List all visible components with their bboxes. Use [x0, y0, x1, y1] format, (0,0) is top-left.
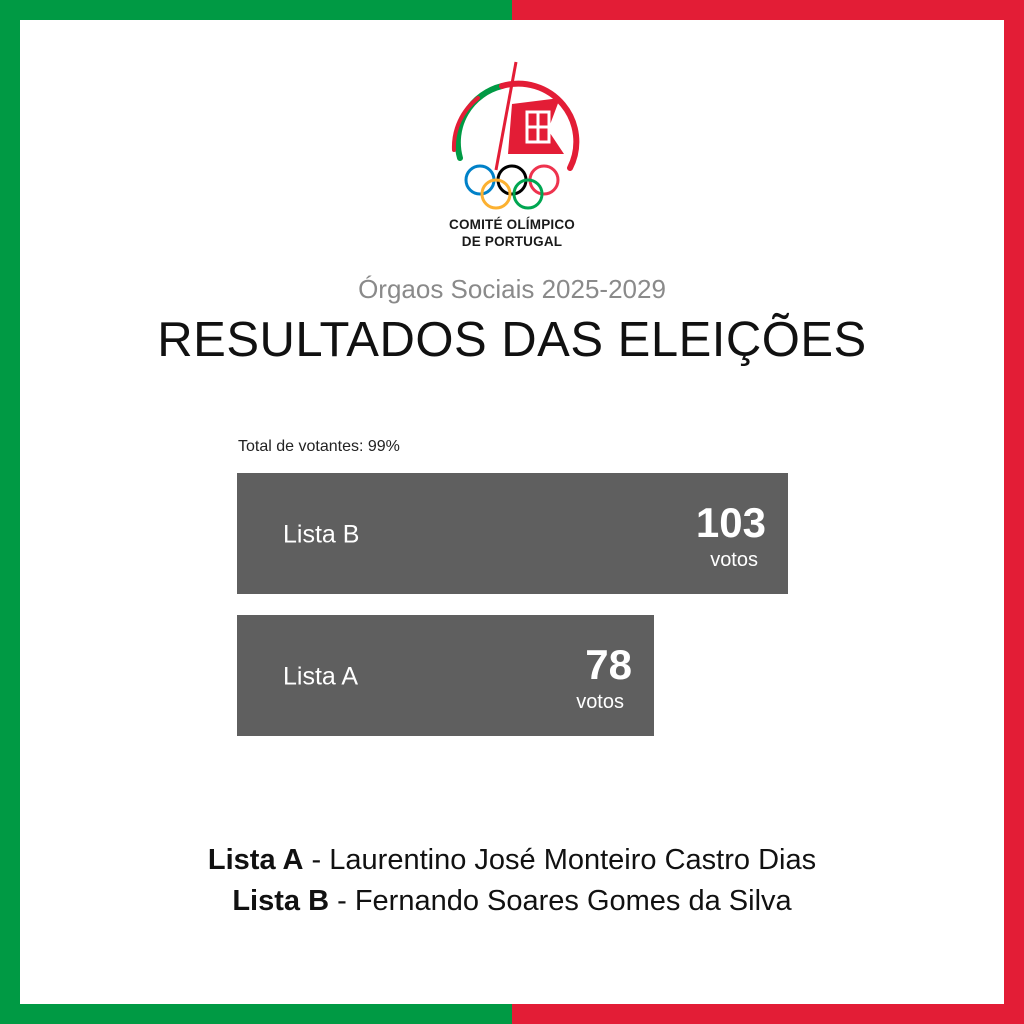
frame-right: [1004, 0, 1024, 1024]
logo-line-1: COMITÉ OLÍMPICO: [449, 217, 575, 232]
frame-bottom-left: [0, 1004, 512, 1024]
candidate-row: Lista B - Fernando Soares Gomes da Silva: [0, 881, 1024, 922]
candidate-name: Fernando Soares Gomes da Silva: [354, 885, 792, 917]
bar-category-label: Lista B: [283, 521, 359, 549]
turnout-label: Total de votantes: 99%: [238, 438, 400, 455]
page-title: RESULTADOS DAS ELEIÇÕES: [157, 313, 867, 367]
candidate-row: Lista A - Laurentino José Monteiro Castr…: [0, 840, 1024, 881]
candidate-list-name: Lista B: [232, 885, 330, 917]
bar-value-label: 103: [696, 499, 766, 546]
frame-left: [0, 0, 20, 1024]
candidate-separator: -: [329, 885, 355, 917]
bar-group: Lista B 103 votos: [237, 473, 788, 594]
logo-text: COMITÉ OLÍMPICO DE PORTUGAL: [412, 216, 612, 250]
frame-top-left: [0, 0, 512, 20]
bar-category-label: Lista A: [283, 663, 358, 691]
candidate-separator: -: [303, 844, 330, 876]
frame-bottom-right: [512, 1004, 1024, 1024]
bar: [237, 473, 788, 594]
candidate-list-name: Lista A: [207, 844, 304, 876]
candidate-list: Lista A - Laurentino José Monteiro Castr…: [0, 840, 1024, 922]
bar-unit-label: votos: [710, 549, 758, 571]
frame-top-right: [512, 0, 1024, 20]
bar: [237, 615, 654, 736]
bar-value-label: 78: [585, 641, 632, 688]
candidate-name: Laurentino José Monteiro Castro Dias: [329, 844, 817, 876]
page-subtitle: Órgaos Sociais 2025-2029: [358, 274, 666, 304]
olympic-rings-logo-icon: [451, 61, 580, 210]
logo-line-2: DE PORTUGAL: [461, 234, 563, 249]
bar-unit-label: votos: [576, 691, 624, 713]
bar-group: Lista A 78 votos: [237, 615, 654, 736]
